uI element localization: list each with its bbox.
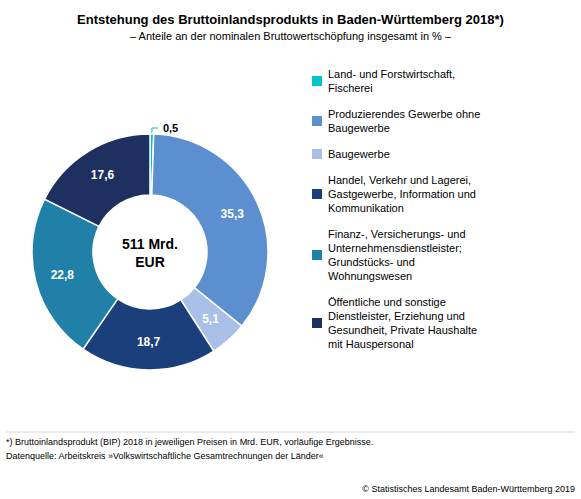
svg-text:Gesundheit, Private Haushalte: Gesundheit, Private Haushalte [328,324,477,336]
svg-text:Handel, Verkehr und Lagerei,: Handel, Verkehr und Lagerei, [328,174,471,186]
svg-text:EUR: EUR [135,254,165,270]
svg-text:35,3: 35,3 [221,207,245,221]
svg-text:511 Mrd.: 511 Mrd. [122,236,178,252]
svg-text:22,8: 22,8 [51,268,75,282]
svg-text:Wohnungswesen: Wohnungswesen [328,270,412,282]
svg-text:Entstehung des Bruttoinlandspr: Entstehung des Bruttoinlandsprodukts in … [77,12,504,27]
svg-text:© Statistisches Landesamt Bade: © Statistisches Landesamt Baden-Württemb… [362,484,575,494]
svg-text:0,5: 0,5 [163,122,178,134]
svg-text:Unternehmensdienstleister;: Unternehmensdienstleister; [328,242,462,254]
svg-text:– Anteile an der nominalen Bru: – Anteile an der nominalen Bruttowertsch… [130,30,452,42]
svg-text:Produzierendes Gewerbe ohne: Produzierendes Gewerbe ohne [328,108,480,120]
svg-text:Öffentliche und sonstige: Öffentliche und sonstige [328,296,446,308]
svg-text:Land- und Forstwirtschaft,: Land- und Forstwirtschaft, [328,68,455,80]
svg-text:Datenquelle: Arbeitskreis »Vol: Datenquelle: Arbeitskreis »Volkswirtscha… [6,451,324,461]
svg-text:Baugewerbe: Baugewerbe [328,148,390,160]
svg-text:5,1: 5,1 [202,312,219,326]
svg-text:Fischerei: Fischerei [328,82,373,94]
svg-text:Baugewerbe: Baugewerbe [328,122,390,134]
svg-text:Dienstleister, Erziehung und: Dienstleister, Erziehung und [328,310,465,322]
svg-text:18,7: 18,7 [137,335,161,349]
svg-text:*) Bruttoinlandsprodukt (BIP): *) Bruttoinlandsprodukt (BIP) 2018 in je… [6,437,373,447]
svg-text:Gastgewerbe, Information und: Gastgewerbe, Information und [328,188,476,200]
svg-text:mit Hauspersonal: mit Hauspersonal [328,338,414,350]
svg-text:Kommunikation: Kommunikation [328,202,404,214]
svg-text:17,6: 17,6 [91,168,115,182]
svg-text:Grundstücks- und: Grundstücks- und [328,256,415,268]
svg-text:Finanz-, Versicherungs- und: Finanz-, Versicherungs- und [328,228,466,240]
